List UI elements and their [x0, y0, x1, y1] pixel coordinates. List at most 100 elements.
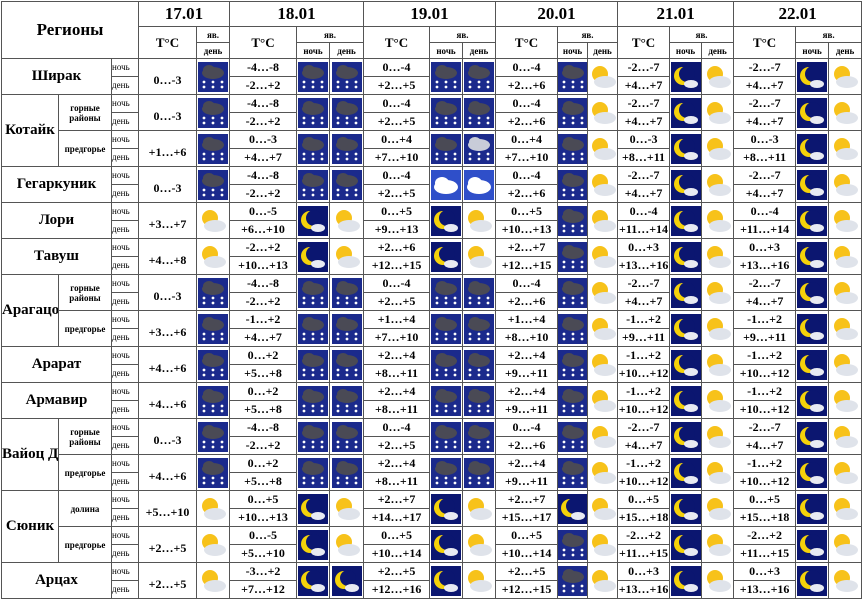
weather-icon — [196, 490, 231, 527]
table-row: Сюник долина ночь +5…+10 0…+5 +2…+7 +2…+7 0…+5 0… — [1, 490, 862, 563]
icon — [198, 421, 229, 452]
weather-icon — [296, 526, 331, 563]
subregion-name: долина — [58, 490, 112, 527]
day-label: день — [110, 292, 140, 311]
night-temperature: 0…+5 — [229, 490, 298, 509]
icon — [431, 277, 462, 308]
icon — [431, 133, 462, 164]
table-row: день +5…+8 +8…+11 +9…+11 +10…+12 +10…+12 — [2, 400, 862, 419]
icon — [431, 529, 462, 560]
weather-icon — [557, 418, 589, 455]
icon — [588, 529, 617, 560]
icon — [670, 385, 701, 416]
icon — [702, 205, 733, 236]
night-header: ночь — [669, 42, 703, 59]
weather-icon — [296, 454, 331, 491]
night-temperature: 0…-4 — [495, 166, 559, 185]
weather-icon — [701, 346, 735, 383]
weather-icon — [557, 310, 589, 347]
night-label: ночь — [110, 418, 140, 437]
temperature: +1…+6 — [138, 130, 198, 167]
night-temperature: +2…+7 — [363, 490, 431, 509]
temperature: 0…-3 — [138, 166, 198, 203]
icon — [830, 97, 861, 128]
weather-icon — [669, 346, 703, 383]
night-temperature: 0…+5 — [363, 526, 431, 545]
night-temperature: 0…+4 — [495, 130, 559, 149]
icon — [670, 421, 701, 452]
weather-icon — [828, 166, 862, 203]
icon — [830, 133, 861, 164]
day-label: день — [110, 364, 140, 383]
table-row: Лори ночь +3…+7 0…-5 0…+5 0…+5 0…-4 0…-4 — [1, 202, 862, 239]
weather-icon — [296, 310, 331, 347]
icon — [558, 205, 587, 236]
icon — [797, 205, 828, 236]
night-temperature: 0…+3 — [617, 562, 671, 581]
icon — [331, 97, 362, 128]
day-header: 22.01 — [733, 1, 862, 27]
icon — [464, 61, 495, 92]
day-temperature: +9…+11 — [495, 364, 559, 383]
temperature: +4…+6 — [138, 346, 198, 383]
icon — [702, 493, 733, 524]
night-label: ночь — [110, 130, 140, 149]
night-temperature: -1…+2 — [229, 310, 298, 329]
night-temperature: 0…-4 — [363, 94, 431, 113]
icon — [331, 349, 362, 380]
weather-icon — [196, 166, 231, 203]
icon — [331, 133, 362, 164]
night-temperature: 0…-4 — [617, 202, 671, 221]
night-label: ночь — [110, 274, 140, 293]
weather-icon — [557, 166, 589, 203]
day-temperature: +11…+14 — [617, 220, 671, 239]
region-name: Гегаркуник — [1, 166, 112, 203]
icon — [198, 349, 229, 380]
weather-icon — [462, 58, 497, 95]
icon — [588, 493, 617, 524]
temperature: +2…+5 — [138, 526, 198, 563]
icon — [464, 313, 495, 344]
icon — [670, 565, 701, 596]
day-temperature: +5…+10 — [229, 544, 298, 563]
weather-icon — [296, 202, 331, 239]
region-name: Ширак — [1, 58, 112, 95]
weather-icon — [828, 526, 862, 563]
day-temperature: +10…+13 — [229, 508, 298, 527]
night-temperature: +2…+4 — [363, 454, 431, 473]
weather-icon — [429, 454, 464, 491]
weather-icon — [196, 454, 231, 491]
icon — [588, 565, 617, 596]
table-row: T°C яв. T°C яв. T°C яв. T°C яв. T°C яв. T°C яв. — [2, 26, 862, 59]
weather-icon — [701, 562, 735, 599]
icon — [298, 133, 329, 164]
night-temperature: +2…+4 — [363, 346, 431, 365]
table-row: день +5…+10 +10…+14 +10…+14 +11…+15 +11…+15 — [2, 544, 862, 563]
weather-icon — [462, 418, 497, 455]
night-temperature: -4…-8 — [229, 274, 298, 293]
weather-icon — [429, 130, 464, 167]
weather-icon — [701, 310, 735, 347]
weather-icon — [329, 94, 365, 131]
weather-icon — [587, 346, 619, 383]
icon — [431, 565, 462, 596]
icon — [198, 133, 229, 164]
day-temperature: +10…+12 — [617, 472, 671, 491]
table-row: Тавуш ночь +4…+8 -2…+2 +2…+6 +2…+7 0…+3 0…+3 — [1, 238, 862, 275]
day-temperature: -2…+2 — [229, 184, 298, 203]
icon — [588, 61, 617, 92]
day-temperature: +10…+12 — [733, 364, 797, 383]
day-temperature: +4…+7 — [733, 184, 797, 203]
icon — [670, 313, 701, 344]
icon — [702, 457, 733, 488]
icon — [558, 61, 587, 92]
night-temperature: 0…-4 — [733, 202, 797, 221]
icon — [830, 529, 861, 560]
weather-icon — [701, 274, 735, 311]
weather-icon — [701, 454, 735, 491]
night-temperature: -1…+2 — [617, 454, 671, 473]
icon — [558, 241, 587, 272]
regions-header: Регионы — [0, 1, 140, 59]
icon — [464, 349, 495, 380]
icon — [670, 169, 701, 200]
